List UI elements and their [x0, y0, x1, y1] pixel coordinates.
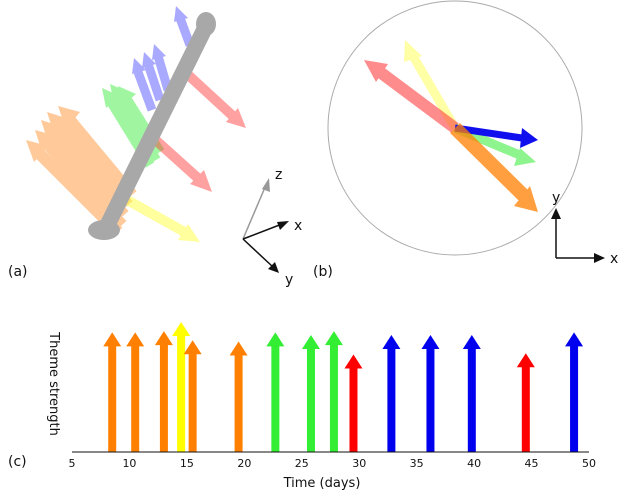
- axes-a: z x y: [242, 167, 302, 288]
- axis-b-x-label: x: [610, 251, 618, 267]
- bar-marks: [103, 322, 584, 452]
- x-tick-label: 35: [410, 457, 424, 470]
- x-tick-labels: 5 10 15 20 25 30 35 40 45 50: [69, 457, 597, 470]
- bar-red: [516, 353, 535, 452]
- x-tick-label: 50: [582, 457, 596, 470]
- bar-blue: [462, 335, 481, 452]
- panel-label-a: (a): [8, 264, 28, 280]
- bar-blue: [382, 335, 401, 452]
- panel-b-projection: y x (b): [313, 0, 618, 280]
- panel-label-c: (c): [8, 454, 27, 470]
- red-projection-arrow: [364, 60, 459, 133]
- yellow-arrow: [117, 191, 200, 242]
- axis-b-x: [556, 253, 605, 263]
- blue-arrow: [132, 58, 157, 112]
- axis-a-z: [242, 178, 270, 240]
- gray-rod: [88, 12, 216, 240]
- blue-arrow: [142, 52, 165, 102]
- x-axis-label: Time (days): [283, 476, 361, 491]
- red-arrow: [181, 68, 246, 128]
- blue-arrow: [152, 44, 173, 92]
- bar-green: [266, 332, 285, 452]
- bar-red: [344, 354, 363, 452]
- axis-a-z-label: z: [275, 167, 282, 183]
- bar-orange: [183, 340, 202, 452]
- x-tick-label: 25: [295, 457, 309, 470]
- x-tick-label: 5: [69, 457, 76, 470]
- x-tick-label: 40: [467, 457, 481, 470]
- panel-a-3d-view: z x y (a): [8, 6, 302, 288]
- x-tick-label: 45: [525, 457, 539, 470]
- axes-b: y x: [551, 190, 618, 267]
- bar-green: [324, 331, 343, 452]
- bar-blue: [565, 332, 584, 452]
- x-tick-label: 30: [352, 457, 366, 470]
- x-tick-label: 20: [237, 457, 251, 470]
- projection-circle: [327, 0, 583, 256]
- bar-orange: [229, 341, 248, 452]
- axis-b-y-label: y: [552, 190, 560, 206]
- panel-label-b: (b): [313, 264, 333, 280]
- y-axis-label: Theme strength: [46, 331, 61, 436]
- x-tick-label: 15: [180, 457, 194, 470]
- x-tick-label: 10: [122, 457, 136, 470]
- blue-arrow: [174, 6, 195, 47]
- bar-blue: [421, 335, 440, 452]
- axis-a-y-label: y: [285, 272, 293, 288]
- axis-b-y: [551, 208, 561, 258]
- bar-orange: [126, 332, 145, 452]
- red-arrow: [146, 131, 212, 192]
- orange-projection-arrow: [450, 123, 538, 212]
- axis-a-x: [242, 221, 289, 240]
- panel-c-chart: 5 10 15 20 25 30 35 40 45 50 Time (days) Theme st…: [8, 322, 596, 491]
- bar-orange: [154, 331, 173, 452]
- bar-orange: [103, 332, 122, 452]
- bar-green: [301, 335, 320, 452]
- red-arrow-bundle: [146, 68, 246, 192]
- bar-yellow: [172, 322, 191, 452]
- axis-a-y: [242, 238, 279, 273]
- blue-arrow-bundle: [132, 6, 195, 112]
- axis-a-x-label: x: [294, 218, 302, 234]
